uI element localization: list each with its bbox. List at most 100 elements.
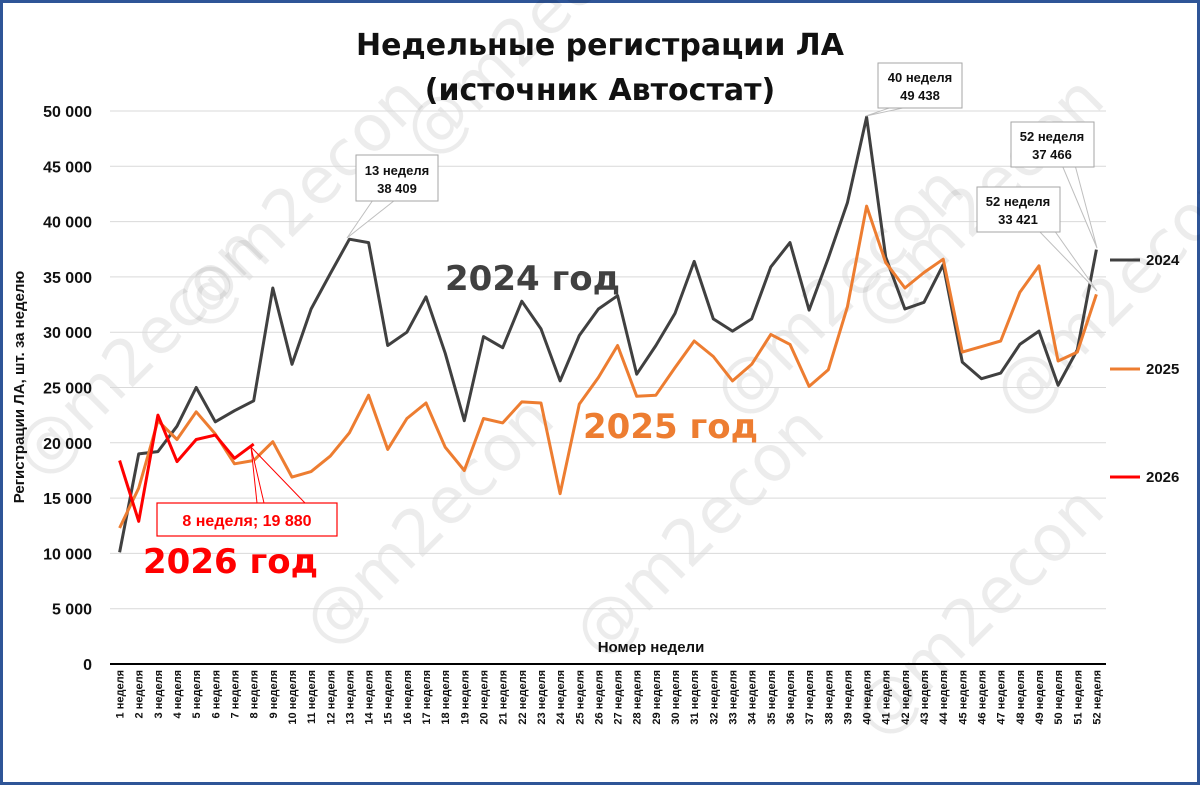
callout-box [355,154,439,202]
x-tick-label: 39 неделя [842,670,854,725]
callout-leader [250,446,306,504]
x-tick-label: 11 неделя [306,670,318,724]
series-layer [118,115,1098,553]
x-tick-label: 20 неделя [479,670,491,725]
series-line-2024 [118,115,1098,553]
x-tick-label: 18 неделя [440,670,452,725]
callout-line1: 52 неделя [986,194,1050,209]
callout-pointer [1036,229,1098,292]
chart-title-line2: (источник Автостат) [425,73,775,108]
x-tick-label: 48 неделя [1015,670,1027,725]
y-tick-label: 15 000 [43,491,92,508]
y-tick-label: 50 000 [43,104,92,121]
x-tick-label: 23 неделя [536,670,548,725]
y-tick-label: 10 000 [43,546,92,563]
x-tick-label: 51 неделя [1072,670,1084,725]
x-tick-label: 3 неделя [153,670,165,718]
legend: 2024 2025 2026 [1110,252,1180,486]
x-tick-label: 17 неделя [421,670,433,725]
callout-box [976,186,1061,233]
x-tick-label: 10 неделя [287,670,299,725]
callout-line2: 37 466 [1032,147,1072,162]
callout-box [156,502,338,537]
x-axis-ticks: 1 неделя 2 неделя 3 неделя 4 неделя 5 неделя… [115,670,1104,725]
x-tick-label: 33 неделя [728,670,740,725]
x-tick-label: 25 неделя [574,670,586,725]
legend-label-2025: 2025 [1146,361,1179,378]
x-tick-label: 31 неделя [689,670,701,725]
callout-week8-2026: 8 неделя; 19 880 [156,446,338,537]
x-tick-label: 5 неделя [191,670,203,718]
y-tick-label: 30 000 [43,325,92,342]
callout-line2: 38 409 [377,181,417,196]
y-tick-label: 25 000 [43,381,92,398]
callout-week40: 40 неделя 49 438 [865,62,963,117]
callout-line1: 52 неделя [1020,129,1084,144]
x-axis-label: Номер недели [598,639,705,656]
x-tick-label: 16 неделя [402,670,414,725]
x-tick-label: 47 неделя [996,670,1008,725]
y-axis-label: Регистрации ЛА, шт. за неделю [11,271,28,504]
x-tick-label: 52 неделя [1091,670,1103,725]
callout-line2: 49 438 [900,88,940,103]
watermark-text: @m2econ [159,62,439,342]
x-tick-label: 26 неделя [593,670,605,725]
x-tick-label: 14 неделя [364,670,376,725]
callout-line1: 40 неделя [888,70,952,85]
legend-label-2026: 2026 [1146,469,1179,486]
callout-week52-2024: 52 неделя 37 466 [1010,121,1098,249]
x-tick-label: 24 неделя [555,670,567,725]
x-tick-label: 15 неделя [383,670,395,725]
x-tick-label: 7 неделя [230,670,242,718]
x-tick-label: 4 неделя [172,670,184,718]
x-tick-label: 41 неделя [881,670,893,725]
x-tick-label: 12 неделя [325,670,337,725]
x-tick-label: 30 неделя [670,670,682,725]
series-line-2025 [118,204,1098,529]
callout-line2: 33 421 [998,212,1038,227]
y-tick-label: 40 000 [43,215,92,232]
x-tick-label: 22 неделя [517,670,529,725]
y-tick-label: 0 [83,657,92,674]
x-tick-label: 40 неделя [862,670,874,725]
x-tick-label: 49 неделя [1034,670,1046,725]
callout-week13: 13 неделя 38 409 [346,154,439,239]
x-tick-label: 45 неделя [957,670,969,725]
x-tick-label: 29 неделя [651,670,663,725]
callout-line1: 8 неделя; 19 880 [182,513,311,530]
x-tick-label: 38 неделя [823,670,835,725]
callout-week52-2025: 52 неделя 33 421 [976,186,1098,292]
x-tick-label: 8 неделя [249,670,261,718]
x-tick-label: 32 неделя [708,670,720,725]
x-tick-label: 44 неделя [938,670,950,725]
x-tick-label: 28 неделя [632,670,644,725]
x-tick-label: 42 неделя [900,670,912,725]
x-tick-label: 36 неделя [785,670,797,725]
callout-pointer [346,199,397,239]
y-tick-label: 45 000 [43,159,92,176]
x-tick-label: 50 неделя [1053,670,1065,725]
x-tick-label: 1 неделя [115,670,127,718]
x-tick-label: 34 неделя [747,670,759,725]
x-tick-label: 2 неделя [134,670,146,718]
x-tick-label: 46 неделя [977,670,989,725]
x-tick-label: 37 неделя [804,670,816,725]
series-line-2026 [118,413,255,523]
y-axis-ticks: 0 5 000 10 000 15 000 20 000 25 000 30 000 35 0… [43,104,92,674]
x-tick-label: 21 неделя [498,670,510,725]
x-tick-label: 19 неделя [459,670,471,725]
x-tick-label: 9 неделя [268,670,280,718]
series-label-2026: 2026 год [143,542,318,582]
legend-label-2024: 2024 [1146,252,1180,269]
callout-box [1010,121,1095,168]
x-tick-label: 27 неделя [613,670,625,725]
callout-pointer [1061,164,1098,249]
x-tick-label: 35 неделя [766,670,778,725]
y-tick-label: 20 000 [43,436,92,453]
callout-box [877,62,963,109]
callout-line1: 13 неделя [365,163,429,178]
y-tick-label: 35 000 [43,270,92,287]
y-tick-label: 5 000 [52,602,92,619]
x-tick-label: 6 неделя [210,670,222,718]
